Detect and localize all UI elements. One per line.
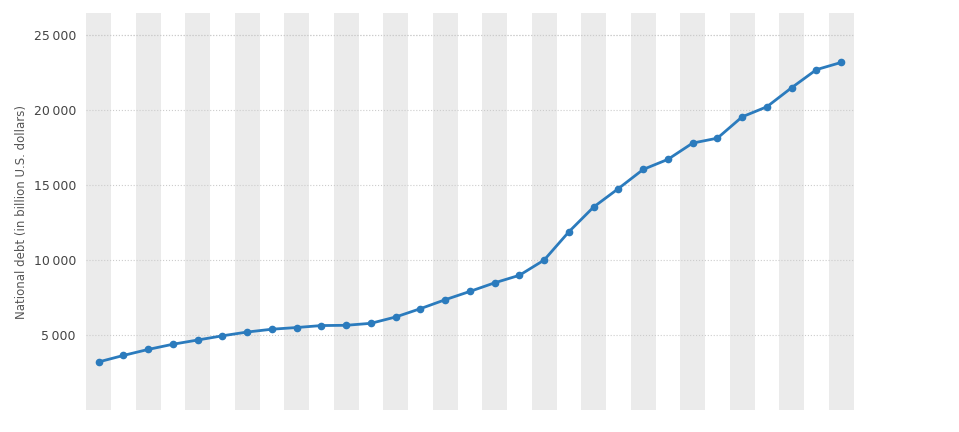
Bar — [532, 13, 556, 410]
Bar — [829, 13, 854, 410]
Bar — [581, 13, 606, 410]
Y-axis label: National debt (in billion U.S. dollars): National debt (in billion U.S. dollars) — [15, 105, 28, 319]
Bar — [235, 13, 260, 410]
Bar — [384, 13, 408, 410]
Bar — [433, 13, 457, 410]
Bar — [334, 13, 359, 410]
Bar — [631, 13, 656, 410]
Bar — [780, 13, 804, 410]
Bar — [730, 13, 755, 410]
Bar — [482, 13, 507, 410]
Bar — [86, 13, 111, 410]
Bar — [185, 13, 210, 410]
Bar — [680, 13, 705, 410]
Bar — [136, 13, 160, 410]
Bar — [284, 13, 309, 410]
